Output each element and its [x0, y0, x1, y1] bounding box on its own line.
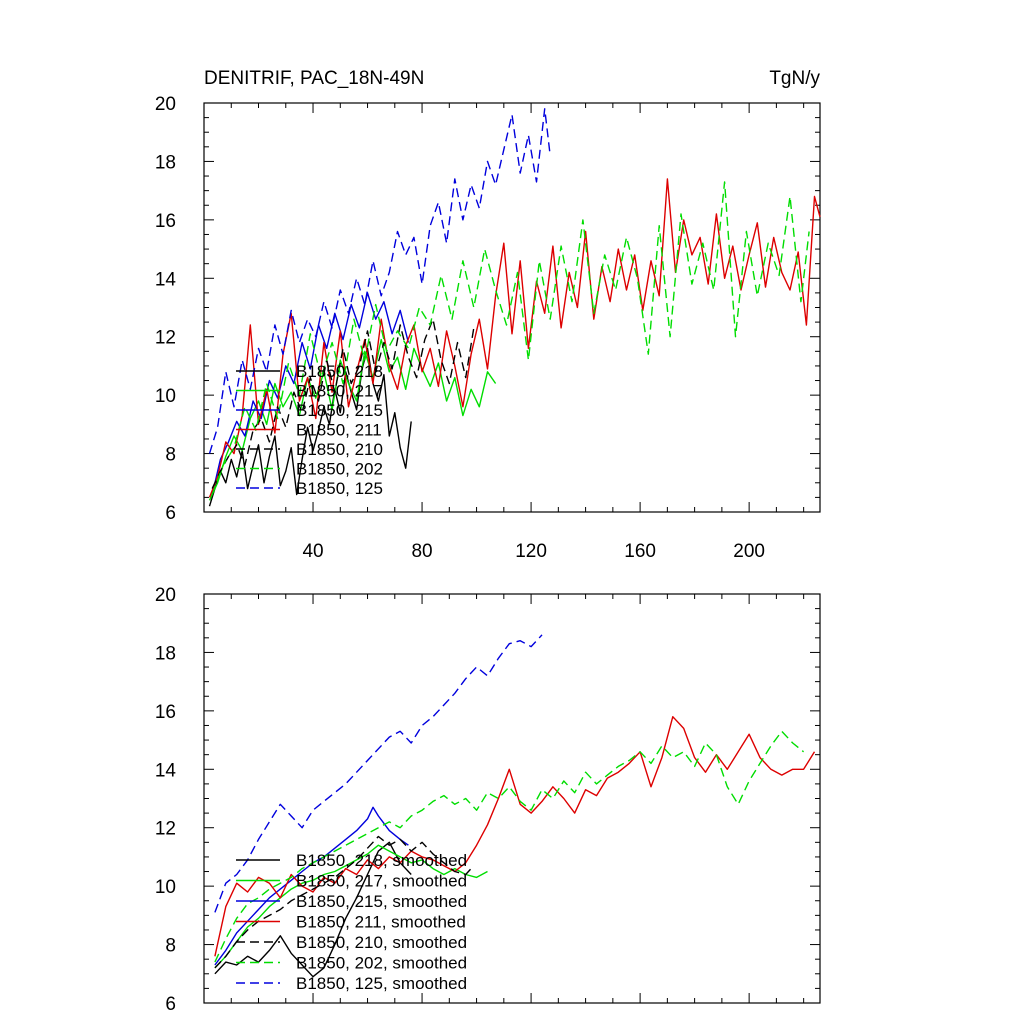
y-tick-label: 20	[155, 94, 176, 115]
y-tick-label: 18	[155, 643, 176, 664]
legend-label: B1850, 211	[296, 421, 382, 440]
y-tick-label: 8	[165, 445, 176, 466]
y-tick-label: 12	[155, 328, 176, 349]
series-line-3	[214, 716, 816, 957]
series-line-2	[214, 806, 409, 966]
series-line-6	[208, 108, 551, 454]
series-line-2	[211, 292, 410, 495]
y-tick-label: 10	[155, 386, 176, 407]
series-line-1	[214, 844, 488, 969]
y-tick-label: 10	[155, 877, 176, 898]
legend-label: B1850, 215	[296, 401, 383, 420]
legend-label: B1850, 210	[296, 440, 383, 459]
legend-label: B1850, 218, smoothed	[296, 851, 467, 870]
y-tick-label: 6	[165, 994, 176, 1015]
legend-label: B1850, 217, smoothed	[296, 872, 467, 891]
series-line-0	[214, 841, 412, 978]
legend-label: B1850, 211, smoothed	[296, 913, 466, 932]
legend-label: B1850, 125	[296, 479, 383, 498]
series-line-4	[211, 318, 475, 489]
y-tick-label: 16	[155, 702, 176, 723]
legend-label: B1850, 215, smoothed	[296, 892, 467, 911]
legend-label: B1850, 125, smoothed	[296, 974, 467, 993]
chart-title: DENITRIF, PAC_18N-49N	[204, 68, 424, 89]
y-tick-label: 6	[165, 503, 176, 524]
series-line-5	[211, 181, 810, 495]
y-tick-label: 18	[155, 152, 176, 173]
y-tick-label: 14	[155, 760, 177, 781]
x-tick-label: 80	[411, 541, 432, 562]
legend-label: B1850, 218	[296, 362, 383, 381]
x-tick-label: 40	[302, 541, 323, 562]
legend-label: B1850, 217	[296, 382, 383, 401]
series-line-0	[208, 347, 412, 507]
y-tick-label: 16	[155, 211, 176, 232]
bottom-panel: 6 8 10 12 14 16 18 20 B1850, 218, smoothed B1850,…	[155, 585, 821, 1015]
series-line-5	[214, 730, 805, 963]
legend-label: B1850, 210, smoothed	[296, 933, 467, 952]
y-tick-label: 14	[155, 269, 177, 290]
y-tick-label: 12	[155, 819, 176, 840]
series-line-3	[208, 178, 821, 498]
y-tick-label: 8	[165, 936, 176, 957]
series-line-6	[214, 634, 543, 913]
x-tick-label: 120	[515, 541, 547, 562]
x-tick-label: 200	[733, 541, 765, 562]
legend-label: B1850, 202, smoothed	[296, 954, 467, 973]
y-tick-label: 20	[155, 585, 176, 606]
legend-label: B1850, 202	[296, 460, 383, 479]
x-tick-label: 160	[624, 541, 656, 562]
units-label: TgN/y	[769, 68, 820, 89]
